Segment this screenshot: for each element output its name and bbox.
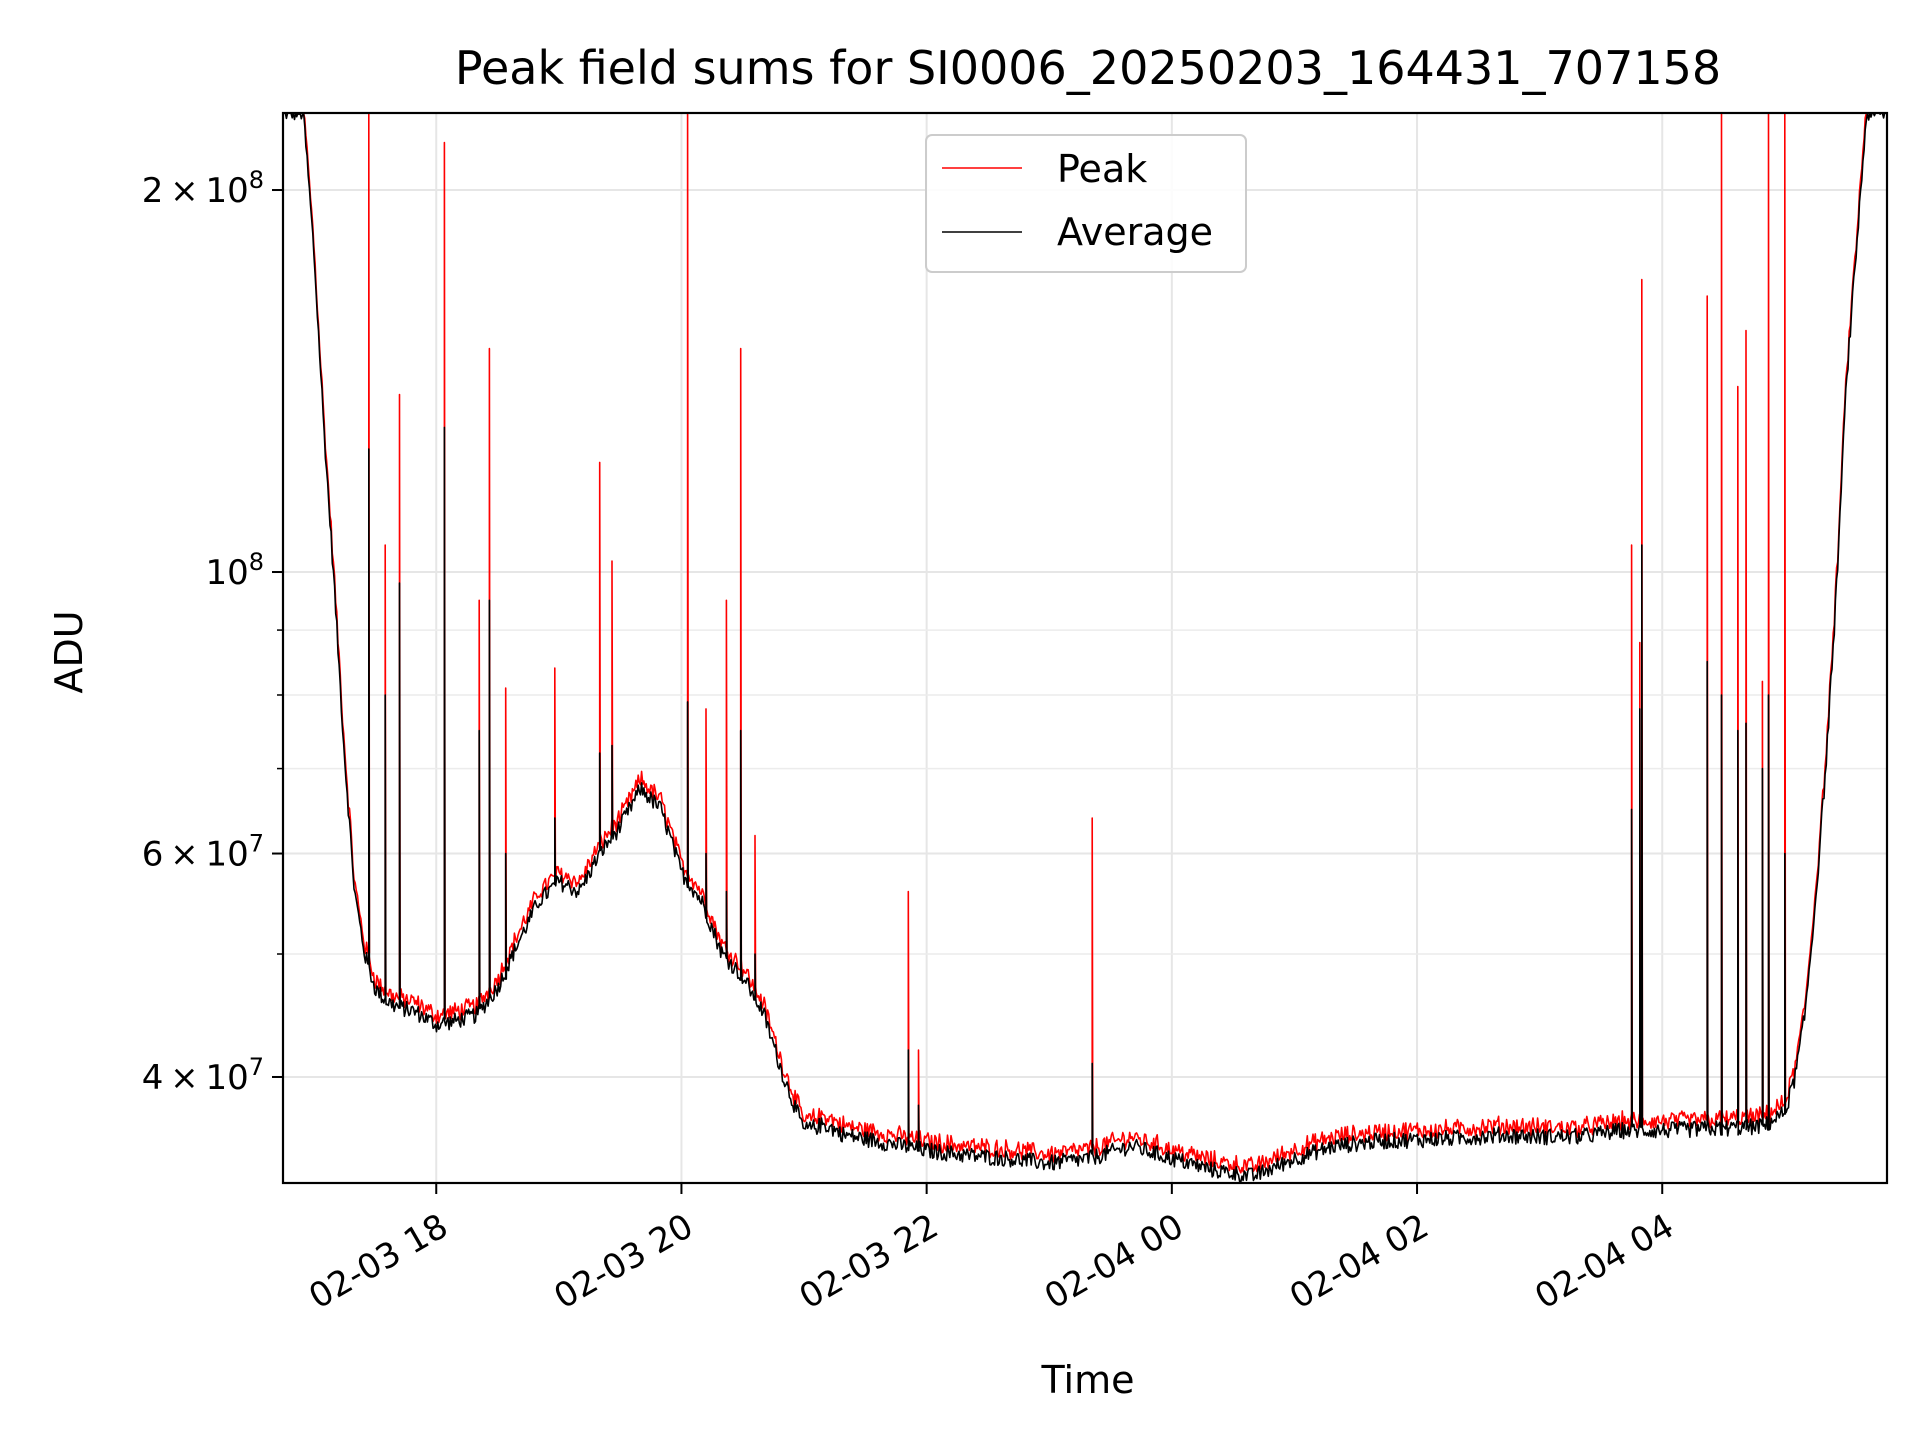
chart-title: Peak field sums for SI0006_20250203_1644… [455,41,1721,95]
y-axis-label: ADU [47,610,91,693]
plot-frame [281,111,1889,1185]
series-line-average [283,113,1887,1183]
y-tick-label: 6 × 107 [142,830,264,875]
legend: Peak Average [925,134,1247,273]
y-tick-label: 108 [205,548,264,593]
series-layer [283,113,1887,1183]
x-axis-label: Time [1041,1358,1135,1402]
legend-box [925,134,1247,273]
y-tick-label: 2 × 108 [142,166,264,211]
legend-label-peak: Peak [1057,147,1147,191]
y-tick-label: 4 × 107 [142,1053,264,1098]
legend-label-average: Average [1057,210,1213,254]
